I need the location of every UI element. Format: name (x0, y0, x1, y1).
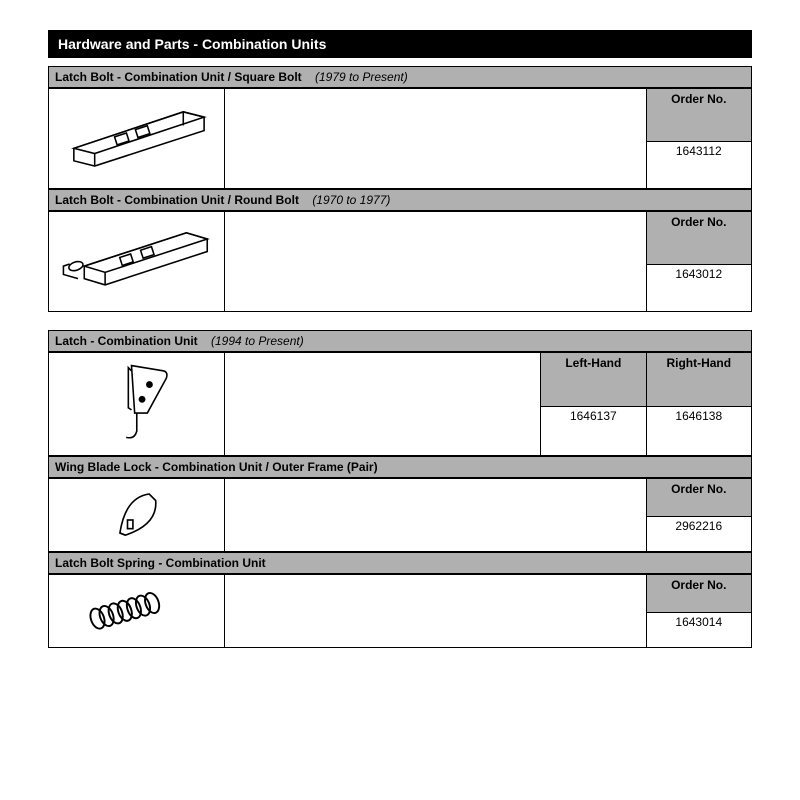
latch-icon (84, 355, 190, 450)
part-image-cell (49, 353, 225, 456)
section-title: Latch Bolt - Combination Unit / Square B… (55, 70, 302, 84)
section-note: (1979 to Present) (315, 70, 408, 84)
blank-cell (224, 479, 646, 517)
section-header-spring: Latch Bolt Spring - Combination Unit (48, 552, 752, 574)
order-no-value: 1643012 (646, 264, 751, 312)
group-spacer (48, 312, 752, 330)
blank-cell (224, 141, 646, 189)
spring-icon (65, 577, 208, 642)
part-table-wing-blade: Order No. 2962216 (48, 478, 752, 552)
part-table-square-bolt: Order No. 1643112 (48, 88, 752, 189)
part-image-cell (49, 89, 225, 189)
section-header-latch: Latch - Combination Unit (1994 to Presen… (48, 330, 752, 352)
section-title: Latch - Combination Unit (55, 334, 198, 348)
order-no-header: Order No. (646, 479, 751, 517)
section-note: (1994 to Present) (211, 334, 304, 348)
blank-cell (224, 89, 646, 142)
order-no-value: 1643014 (646, 613, 751, 648)
catalog-page: Hardware and Parts - Combination Units L… (0, 0, 800, 668)
left-hand-header: Left-Hand (541, 353, 646, 407)
order-no-header: Order No. (646, 212, 751, 265)
blank-cell (224, 264, 646, 312)
order-no-header: Order No. (646, 575, 751, 613)
order-no-value: 2962216 (646, 517, 751, 552)
order-no-value: 1643112 (646, 141, 751, 189)
left-hand-value: 1646137 (541, 407, 646, 456)
blank-cell (224, 212, 646, 265)
part-image-cell (49, 479, 225, 552)
section-title: Latch Bolt - Combination Unit / Round Bo… (55, 193, 299, 207)
section-header-square-bolt: Latch Bolt - Combination Unit / Square B… (48, 66, 752, 88)
blank-cell (224, 575, 646, 613)
round-bolt-icon (53, 214, 220, 297)
section-header-wing-blade: Wing Blade Lock - Combination Unit / Out… (48, 456, 752, 478)
part-table-round-bolt: Order No. 1643012 (48, 211, 752, 312)
blank-cell (224, 407, 540, 456)
section-title: Latch Bolt Spring - Combination Unit (55, 556, 266, 570)
blank-cell (224, 517, 646, 552)
section-header-round-bolt: Latch Bolt - Combination Unit / Round Bo… (48, 189, 752, 211)
blank-cell (224, 353, 540, 407)
page-title: Hardware and Parts - Combination Units (48, 30, 752, 58)
square-bolt-icon (53, 91, 220, 174)
part-image-cell (49, 212, 225, 312)
part-image-cell (49, 575, 225, 648)
right-hand-value: 1646138 (646, 407, 751, 456)
section-title: Wing Blade Lock - Combination Unit / Out… (55, 460, 378, 474)
part-table-spring: Order No. 1643014 (48, 574, 752, 648)
blank-cell (224, 613, 646, 648)
order-no-header: Order No. (646, 89, 751, 142)
right-hand-header: Right-Hand (646, 353, 751, 407)
section-note: (1970 to 1977) (312, 193, 390, 207)
wing-blade-icon (82, 481, 190, 546)
part-table-latch: Left-Hand Right-Hand 1646137 1646138 (48, 352, 752, 456)
